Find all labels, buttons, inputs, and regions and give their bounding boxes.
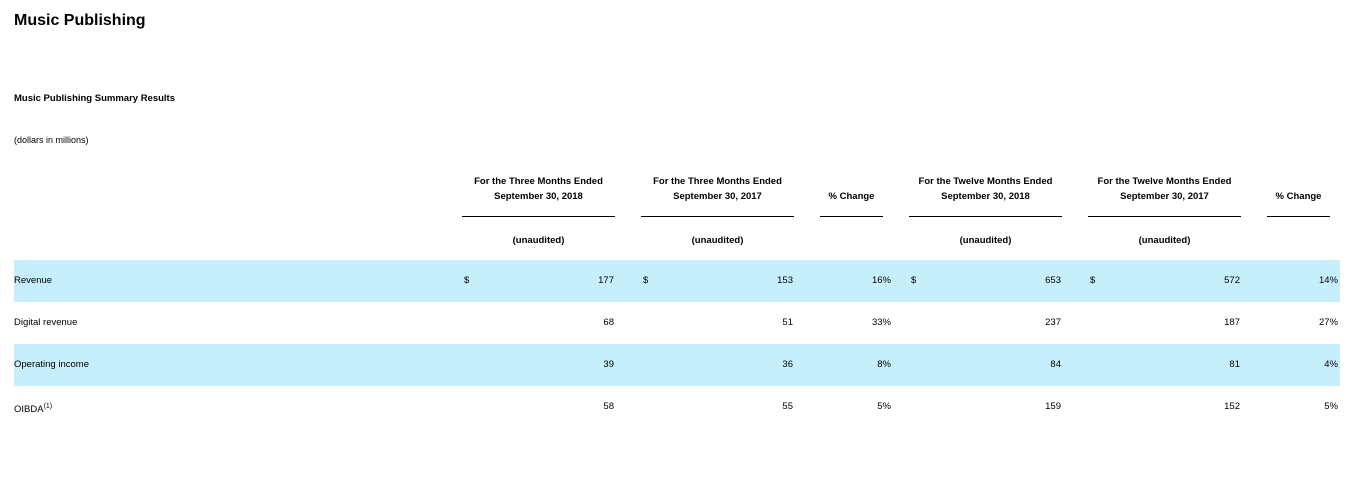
- column-header: For the Three Months Ended: [653, 176, 782, 187]
- cell-value: 81: [1229, 359, 1240, 370]
- title: Music Publishing: [14, 12, 146, 29]
- row-background: [14, 386, 1340, 428]
- unaudited-label: (unaudited): [959, 235, 1012, 246]
- cell-value: 36: [782, 359, 793, 370]
- row-label-text: Operating income: [14, 359, 89, 370]
- cell-value: 39: [603, 359, 614, 370]
- header-rule: [462, 216, 615, 217]
- cell-value: 153: [777, 275, 793, 286]
- currency-symbol: $: [464, 275, 470, 286]
- cell-value: 55: [782, 401, 793, 412]
- column-header: September 30, 2018: [941, 191, 1030, 202]
- row-label-text: OIBDA: [14, 404, 44, 416]
- cell-value: 5%: [877, 401, 891, 412]
- unaudited-label: (unaudited): [512, 235, 565, 246]
- currency-symbol: $: [1090, 275, 1096, 286]
- cell-value: 653: [1045, 275, 1061, 286]
- unaudited-label: (unaudited): [1138, 235, 1191, 246]
- cell-value: 5%: [1324, 401, 1338, 412]
- cell-value: 177: [598, 275, 614, 286]
- column-header: For the Twelve Months Ended: [1097, 176, 1232, 187]
- cell-value: 33%: [871, 317, 891, 328]
- row-background: [14, 260, 1340, 302]
- cell-value: 237: [1045, 317, 1061, 328]
- column-header: For the Twelve Months Ended: [918, 176, 1053, 187]
- row-background: [14, 344, 1340, 386]
- cell-value: 152: [1224, 401, 1240, 412]
- cell-value: 27%: [1318, 317, 1338, 328]
- cell-value: 58: [603, 401, 614, 412]
- note: (dollars in millions): [14, 135, 89, 145]
- row-background: [14, 302, 1340, 344]
- cell-value: 4%: [1324, 359, 1338, 370]
- cell-value: 8%: [877, 359, 891, 370]
- column-header: % Change: [1275, 191, 1322, 202]
- row-label-text: Revenue: [14, 275, 53, 286]
- header-rule: [909, 216, 1062, 217]
- column-header: % Change: [828, 191, 875, 202]
- cell-value: 572: [1224, 275, 1240, 286]
- cell-value: 159: [1045, 401, 1061, 412]
- row-label: Digital revenue: [14, 302, 77, 344]
- header-rule: [820, 216, 883, 217]
- column-header: September 30, 2018: [494, 191, 583, 202]
- cell-value: 68: [603, 317, 614, 328]
- cell-value: 84: [1050, 359, 1061, 370]
- row-label: Revenue: [14, 260, 52, 302]
- column-header: September 30, 2017: [673, 191, 762, 202]
- subtitle: Music Publishing Summary Results: [14, 93, 176, 104]
- unaudited-label: (unaudited): [691, 235, 744, 246]
- column-header: September 30, 2017: [1120, 191, 1209, 202]
- cell-value: 187: [1224, 317, 1240, 328]
- header-rule: [1088, 216, 1241, 217]
- cell-value: 16%: [871, 275, 891, 286]
- header-rule: [641, 216, 794, 217]
- header-rule: [1267, 216, 1330, 217]
- row-label: Operating income: [14, 344, 89, 386]
- currency-symbol: $: [911, 275, 917, 286]
- row-label-text: Digital revenue: [14, 317, 78, 328]
- cell-value: 51: [782, 317, 793, 328]
- row-label: OIBDA(1): [14, 386, 52, 431]
- footnote-marker: (1): [43, 403, 53, 410]
- column-header: For the Three Months Ended: [474, 176, 603, 187]
- cell-value: 14%: [1318, 275, 1338, 286]
- currency-symbol: $: [643, 275, 649, 286]
